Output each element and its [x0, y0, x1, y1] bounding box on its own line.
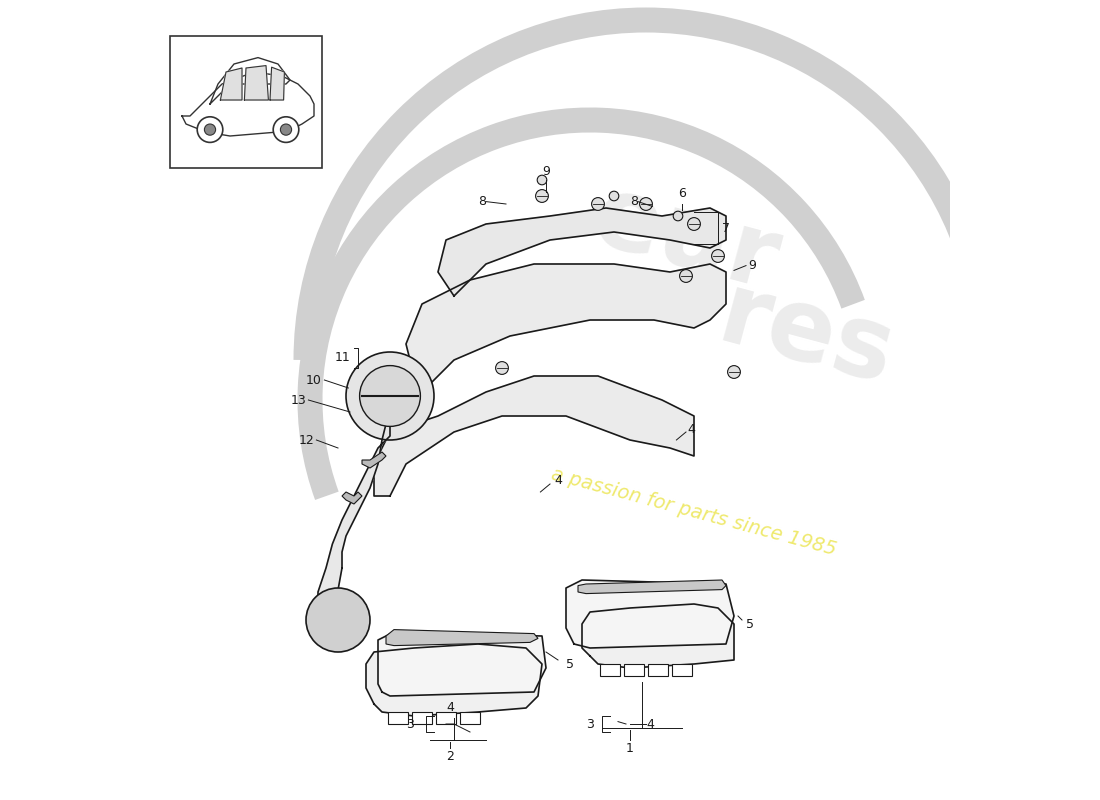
Circle shape [360, 366, 420, 426]
Text: 5: 5 [746, 618, 754, 630]
Polygon shape [366, 644, 542, 716]
Text: 13: 13 [290, 394, 306, 406]
Text: 5: 5 [566, 658, 574, 670]
Circle shape [673, 211, 683, 221]
Text: res: res [708, 266, 904, 406]
Polygon shape [566, 580, 734, 648]
Polygon shape [582, 604, 734, 668]
Text: 4: 4 [447, 702, 454, 714]
Circle shape [496, 362, 508, 374]
Polygon shape [220, 68, 242, 100]
Text: 3: 3 [406, 718, 414, 730]
Polygon shape [244, 66, 268, 100]
Circle shape [592, 198, 604, 210]
Bar [672, 664, 692, 676]
Bar [601, 664, 619, 676]
Text: 2: 2 [447, 750, 454, 762]
Polygon shape [374, 376, 694, 496]
Bar [625, 664, 644, 676]
Circle shape [197, 117, 223, 142]
Bar [412, 712, 431, 724]
Text: 9: 9 [748, 259, 757, 272]
Text: 1: 1 [626, 742, 634, 754]
Polygon shape [210, 58, 290, 104]
Text: 4: 4 [554, 474, 562, 486]
Circle shape [346, 352, 434, 440]
Text: a passion for parts since 1985: a passion for parts since 1985 [549, 465, 838, 559]
Circle shape [727, 366, 740, 378]
Text: 10: 10 [306, 374, 322, 386]
Text: 8: 8 [478, 195, 486, 208]
FancyBboxPatch shape [170, 36, 322, 168]
Text: 4: 4 [688, 423, 695, 436]
Polygon shape [578, 580, 726, 594]
Bar [388, 712, 408, 724]
Polygon shape [406, 264, 726, 384]
Text: 7: 7 [722, 222, 730, 234]
Polygon shape [182, 72, 314, 136]
Text: 9: 9 [542, 165, 550, 178]
Bar [648, 664, 668, 676]
Text: eur: eur [583, 169, 790, 311]
Circle shape [609, 191, 619, 201]
Circle shape [273, 117, 299, 142]
Bar [461, 712, 480, 724]
Circle shape [205, 124, 216, 135]
Circle shape [712, 250, 725, 262]
Circle shape [536, 190, 549, 202]
Polygon shape [270, 67, 285, 100]
Text: 8: 8 [630, 195, 638, 208]
Text: 4: 4 [646, 718, 653, 730]
Circle shape [688, 218, 701, 230]
Bar [437, 712, 455, 724]
Circle shape [537, 175, 547, 185]
Polygon shape [342, 492, 362, 504]
Circle shape [280, 124, 292, 135]
Polygon shape [318, 416, 390, 632]
Text: 11: 11 [334, 351, 350, 364]
Circle shape [639, 198, 652, 210]
Text: 3: 3 [586, 718, 594, 730]
Polygon shape [362, 452, 386, 468]
Circle shape [306, 588, 370, 652]
Polygon shape [438, 208, 726, 296]
Circle shape [680, 270, 692, 282]
Polygon shape [378, 632, 546, 696]
Text: 12: 12 [298, 434, 314, 446]
Polygon shape [386, 630, 538, 646]
Text: 6: 6 [678, 187, 686, 200]
